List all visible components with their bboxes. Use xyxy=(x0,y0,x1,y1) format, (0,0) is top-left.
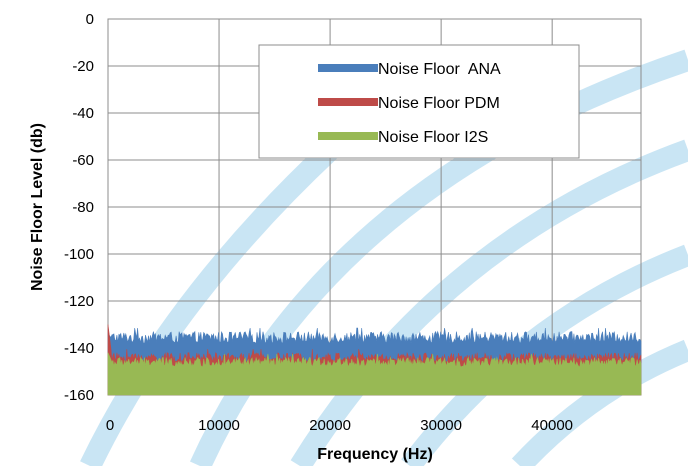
y-tick-label: 0 xyxy=(86,11,94,28)
legend: Noise Floor ANA Noise Floor PDM Noise Floo… xyxy=(258,44,580,159)
x-tick-labels: 0 10000 20000 30000 40000 xyxy=(106,417,573,434)
legend-label: Noise Floor ANA xyxy=(378,61,501,78)
background-arc xyxy=(290,139,688,471)
x-tick-label: 30000 xyxy=(420,417,462,434)
x-tick-label: 10000 xyxy=(198,417,240,434)
x-tick-label: 20000 xyxy=(309,417,351,434)
legend-label: Noise Floor PDM xyxy=(378,95,500,112)
y-tick-label: -80 xyxy=(72,199,94,216)
legend-label: Noise Floor I2S xyxy=(378,129,488,146)
y-tick-label: -100 xyxy=(64,246,94,263)
y-tick-labels: 0 -20 -40 -60 -80 -100 -120 -140 -160 xyxy=(64,11,94,404)
y-tick-label: -40 xyxy=(72,105,94,122)
legend-box xyxy=(258,44,580,159)
background-arc xyxy=(80,141,338,471)
y-axis-title: Noise Floor Level (db) xyxy=(29,123,46,291)
series-layer xyxy=(107,324,642,396)
y-tick-label: -60 xyxy=(72,152,94,169)
y-tick-label: -120 xyxy=(64,293,94,310)
y-tick-label: -160 xyxy=(64,387,94,404)
x-tick-label: 0 xyxy=(106,417,114,434)
x-tick-label: 40000 xyxy=(531,417,573,434)
background-arc xyxy=(511,339,688,471)
y-tick-label: -140 xyxy=(64,340,94,357)
y-tick-label: -20 xyxy=(72,58,94,75)
series-area-2 xyxy=(107,352,642,396)
x-axis-title: Frequency (Hz) xyxy=(317,446,433,463)
